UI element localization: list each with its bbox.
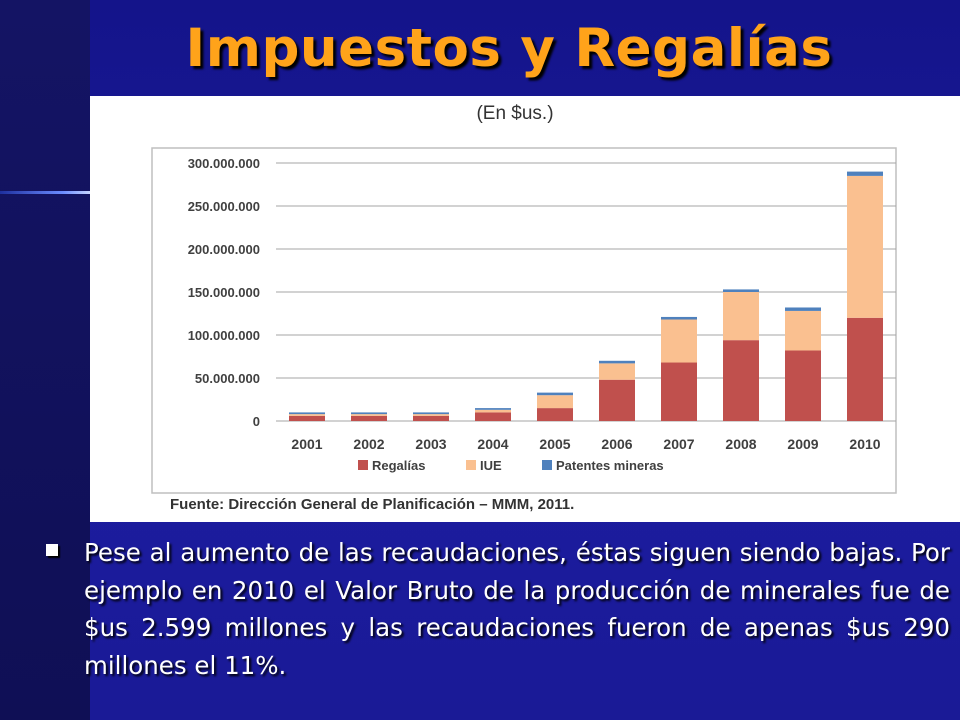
x-tick-label: 2003 <box>415 436 446 452</box>
y-tick-label: 0 <box>253 414 260 429</box>
y-tick-label: 300.000.000 <box>188 156 260 171</box>
bullet-item: Pese al aumento de las recaudaciones, és… <box>46 534 950 684</box>
bar-segment <box>661 319 697 363</box>
bar-segment <box>413 415 449 421</box>
bar-segment <box>537 392 573 396</box>
x-tick-label: 2004 <box>477 436 508 452</box>
bar-segment <box>599 379 635 421</box>
bar-segment <box>289 414 325 416</box>
x-tick-label: 2008 <box>725 436 756 452</box>
bar-segment <box>537 408 573 421</box>
bullet-square-icon <box>46 544 58 556</box>
bar-segment <box>847 317 883 421</box>
chart-panel: (En $us.) 0 50.000.000 100.000.000 150.000.0… <box>90 96 960 522</box>
bar-segment <box>785 307 821 311</box>
bar-segment <box>289 415 325 421</box>
bar-segment <box>475 412 511 421</box>
chart-source-note: Fuente: Dirección General de Planificaci… <box>170 496 574 513</box>
legend-label: IUE <box>480 458 502 473</box>
bar-segment <box>785 310 821 351</box>
bullet-text: Pese al aumento de las recaudaciones, és… <box>84 538 950 680</box>
accent-line <box>0 191 90 194</box>
left-band <box>0 0 90 720</box>
x-tick-label: 2007 <box>663 436 694 452</box>
legend-swatch <box>542 460 552 470</box>
y-tick-label: 100.000.000 <box>188 328 260 343</box>
bar-segment <box>723 340 759 421</box>
bar-segment <box>289 412 325 415</box>
bar-segment <box>351 414 387 416</box>
bar-segment <box>413 412 449 415</box>
bar-segment <box>599 363 635 380</box>
x-tick-label: 2010 <box>849 436 880 452</box>
bar-segment <box>475 408 511 410</box>
bar-segment <box>351 415 387 421</box>
y-tick-label: 50.000.000 <box>195 371 260 386</box>
bar-segment <box>351 412 387 415</box>
bar-segment <box>413 414 449 416</box>
y-tick-label: 200.000.000 <box>188 242 260 257</box>
slide-title: Impuestos y Regalías <box>185 18 833 79</box>
legend-label: Regalías <box>372 458 425 473</box>
y-tick-label: 150.000.000 <box>188 285 260 300</box>
bar-segment <box>847 175 883 318</box>
legend-swatch <box>466 460 476 470</box>
legend-swatch <box>358 460 368 470</box>
x-tick-label: 2002 <box>353 436 384 452</box>
x-tick-label: 2001 <box>291 436 322 452</box>
x-tick-label: 2006 <box>601 436 632 452</box>
bar-segment <box>661 362 697 421</box>
bar-segment <box>475 409 511 413</box>
x-tick-label: 2009 <box>787 436 818 452</box>
bar-segment <box>599 360 635 364</box>
x-tick-label: 2005 <box>539 436 570 452</box>
chart-frame <box>151 147 897 494</box>
bar-segment <box>723 292 759 341</box>
y-tick-label: 250.000.000 <box>188 199 260 214</box>
bar-segment <box>537 395 573 409</box>
bar-segment <box>661 316 697 320</box>
legend-label: Patentes mineras <box>556 458 664 473</box>
bar-segment <box>847 171 883 176</box>
stacked-bar-chart: (En $us.) 0 50.000.000 100.000.000 150.000.0… <box>151 103 897 513</box>
chart-title: (En $us.) <box>476 103 553 124</box>
bar-segment <box>723 289 759 292</box>
bar-segment <box>785 350 821 421</box>
